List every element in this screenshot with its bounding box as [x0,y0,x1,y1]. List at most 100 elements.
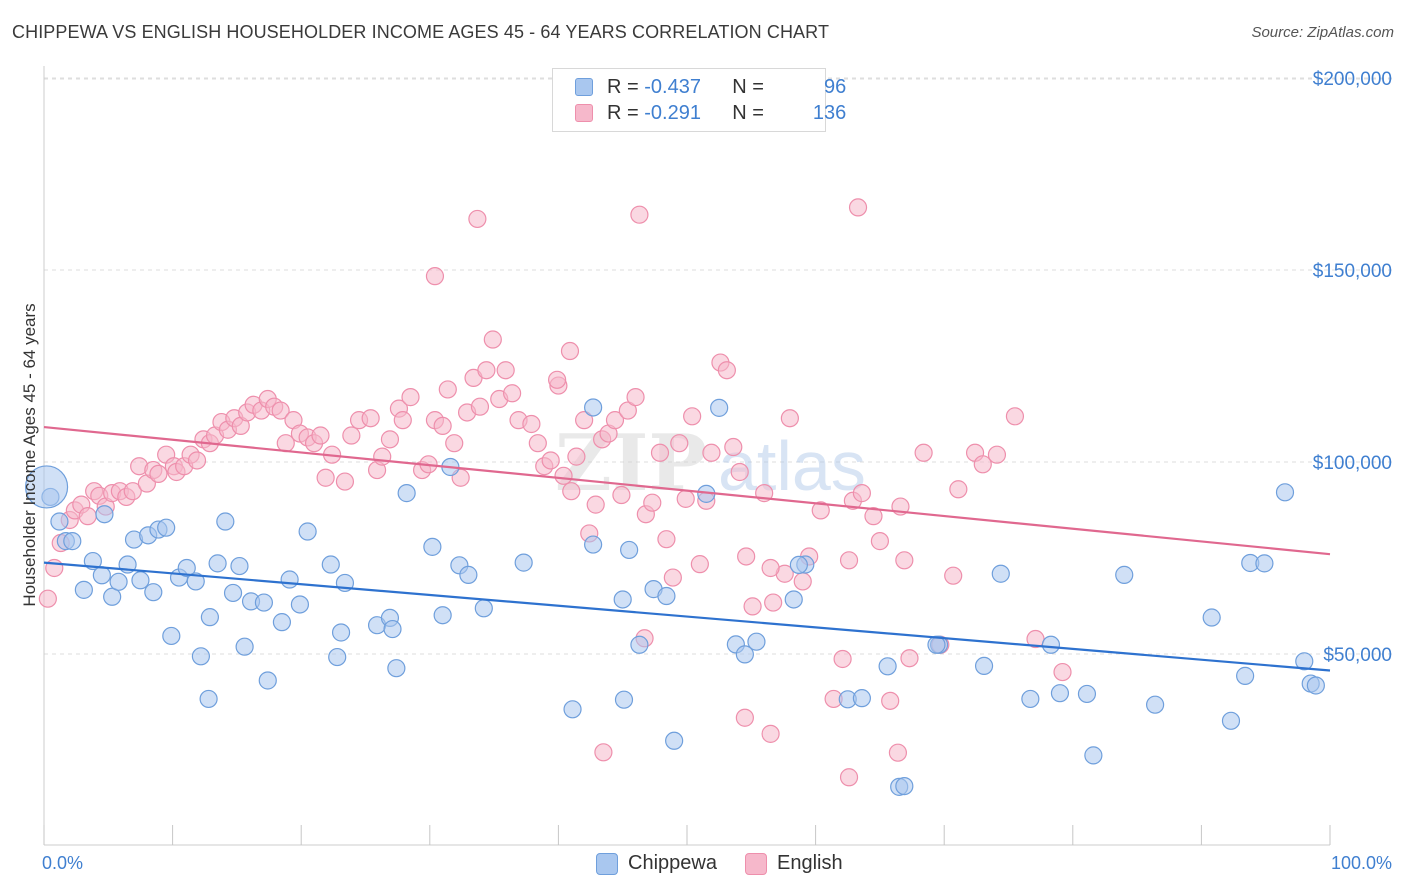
chippewa-point [280,570,299,589]
y-axis-label: Householder Income Ages 45 - 64 years [20,303,39,606]
chippewa-point [1255,554,1274,573]
legend-row-english: R = -0.291 N = 136 [575,100,846,126]
legend-row-chippewa: R = -0.437 N = 96 [575,74,846,100]
chippewa-point [331,623,351,642]
chippewa-point [563,700,582,719]
chippewa-point [1041,635,1061,654]
chippewa-point [747,632,766,651]
english-point [761,724,780,743]
chippewa-point [1202,608,1221,627]
english-point [670,434,689,453]
chippewa-point [1275,483,1295,502]
english-point [900,649,919,668]
english-point [1053,662,1072,682]
english-point [864,507,883,526]
english-point [888,743,908,762]
chippewa-point [387,659,406,678]
english-point [895,551,914,570]
legend-item-english: English [745,852,843,875]
source-label: Source: ZipAtlas.com [1251,24,1394,41]
english-point [717,361,736,380]
chippewa-point [157,518,176,537]
chippewa-point [223,583,243,603]
chippewa-point [272,613,292,632]
tick-labels: $50,000 $100,000 $150,000 $200,000 0.0% 100.0… [42,69,1392,873]
english-point [650,443,670,462]
english-point [605,411,625,430]
english-point [496,361,515,380]
chippewa-point [109,572,128,591]
english-point [612,485,631,505]
english-point [793,572,812,591]
english-point [735,708,754,727]
english-point [38,589,57,608]
chippewa-swatch [575,78,593,96]
chippewa-point [258,671,277,690]
english-point [522,414,541,434]
chippewa-point [208,554,227,573]
y-tick-label: $200,000 [1313,69,1392,90]
english-point [594,743,613,762]
english-point [342,426,361,445]
english-point [949,480,968,499]
english-point [361,409,380,428]
chippewa-point [216,512,235,531]
english-point [643,493,662,512]
english-point [657,530,676,549]
chippewa-point [162,626,181,646]
english-point [690,555,709,574]
chippewa-point [657,586,676,606]
english-points [38,198,1072,787]
english-point [839,768,859,787]
legend-n-label: N = [732,75,770,98]
english-point [914,443,933,462]
chippewa-point [735,645,754,664]
chippewa-point [789,555,808,575]
chippewa-point [235,637,254,656]
english-point [483,330,502,349]
axes [43,66,1331,846]
legend-n-value: 136 [812,101,847,124]
chippewa-point [1295,652,1314,671]
chippewa-point [254,593,274,612]
english-point [761,558,780,578]
chart-title: CHIPPEWA VS ENGLISH HOUSEHOLDER INCOME A… [12,22,830,42]
english-point [683,407,702,426]
chippewa-point [177,558,196,578]
chippewa-point [298,522,317,541]
chippewa-point [230,556,249,576]
x-tick-label: 100.0% [1331,853,1392,873]
chippewa-point [895,776,914,796]
english-point [764,593,783,612]
english-point [373,447,392,466]
english-point [380,430,400,449]
chippewa-point [1021,689,1040,709]
chippewa-point [514,553,533,572]
english-point [445,434,464,453]
chippewa-point [63,532,82,551]
english-point [724,437,743,457]
chippewa-point [433,606,452,625]
english-point [944,566,963,585]
english-point [335,472,355,491]
stats-legend: R = -0.437 N = 96 R = -0.291 N = 136 [552,68,846,132]
english-point [987,445,1007,464]
chippewa-point [620,540,639,560]
english-point [554,466,573,485]
english-point [560,341,580,361]
english-point [663,568,682,587]
chippewa-point [423,537,442,556]
chippewa-point [630,635,649,654]
chippewa-point [613,590,632,609]
english-point [316,468,335,487]
chippewa-point [665,731,684,750]
chippewa-point [24,465,69,509]
english-point [393,411,412,430]
chippewa-point [328,647,347,667]
legend-r-label: R = [607,101,645,124]
chippewa-point [383,619,402,639]
chippewa-point [144,583,163,602]
english-point [401,388,420,407]
chippewa-point [131,571,150,590]
